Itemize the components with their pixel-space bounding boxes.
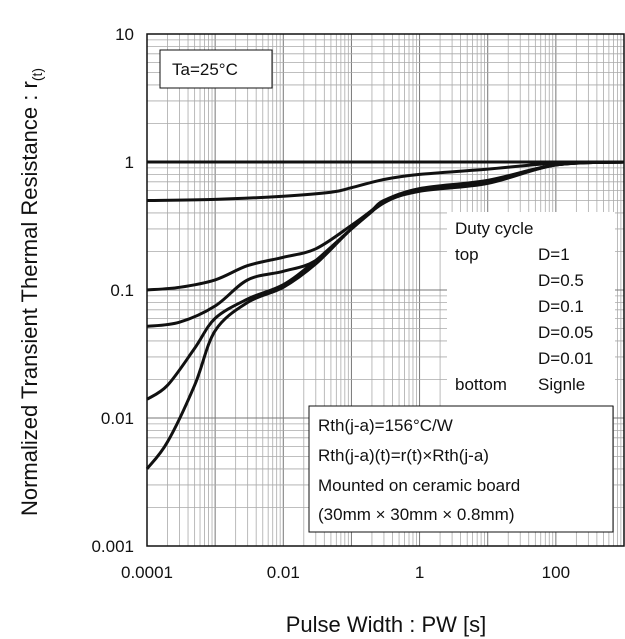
temp-annotation: Ta=25°C [172,60,238,79]
notes-box [308,405,614,533]
note-line: Mounted on ceramic board [318,476,520,495]
series-line-d-0-01 [146,160,625,401]
y-tick-label: 0.1 [110,281,134,300]
x-tick-label: 100 [542,563,570,582]
note-line: (30mm × 30mm × 0.8mm) [318,505,515,524]
legend-bottom-label: bottom [455,375,507,394]
legend-entry: D=0.05 [538,323,593,342]
legend-entry: D=0.01 [538,349,593,368]
legend-entry: D=0.1 [538,297,584,316]
x-tick-label: 0.0001 [121,563,173,582]
legend-title: Duty cycle [455,219,533,238]
legend-entry: D=0.5 [538,271,584,290]
y-tick-label: 10 [115,25,134,44]
legend-box [447,212,615,406]
y-axis-title: Normalized Transient Thermal Resistance … [17,68,45,516]
note-line: Rth(j-a)=156°C/W [318,416,453,435]
y-tick-label: 1 [125,153,134,172]
note-line: Rth(j-a)(t)=r(t)×Rth(j-a) [318,446,489,465]
x-tick-label: 0.01 [267,563,300,582]
series-line-signle [145,160,625,470]
x-axis-title: Pulse Width : PW [s] [286,612,487,637]
tick-labels: 0.0001 0.01 1 100 0.001 0.01 0.1 1 10 [91,25,570,582]
legend-entry: Signle [538,375,585,394]
y-axis-title-subscript: (t) [29,68,45,81]
plot-frame [146,33,625,547]
series-line-d-0-5 [146,160,625,202]
series-lines [145,160,625,470]
temp-box [159,49,273,89]
y-tick-label: 0.01 [101,409,134,428]
x-tick-label: 1 [415,563,424,582]
y-tick-label: 0.001 [91,537,134,556]
legend-top-label: top [455,245,479,264]
legend-entry: D=1 [538,245,570,264]
